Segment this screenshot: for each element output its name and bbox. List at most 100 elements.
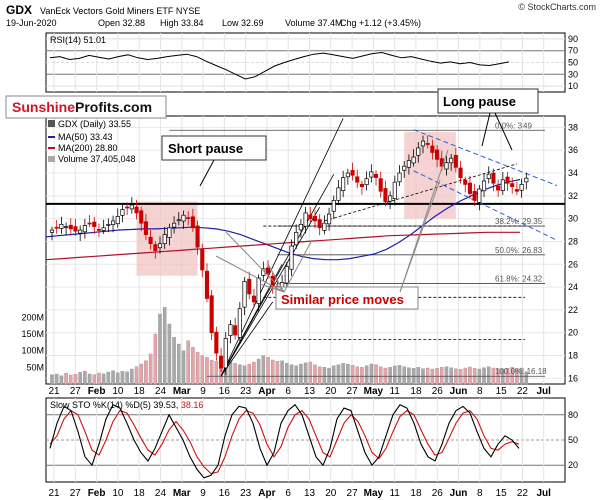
candle-body — [223, 338, 228, 369]
candle-body — [463, 179, 468, 185]
candle-body — [87, 222, 92, 225]
candle-body — [298, 223, 303, 231]
candle-body — [477, 188, 482, 203]
volume-bar — [92, 374, 97, 385]
candle-body — [486, 173, 491, 179]
x-tick-label: 26 — [432, 488, 444, 499]
x-tick-label: 27 — [70, 386, 82, 397]
candle-body — [186, 217, 191, 219]
candle-body — [449, 157, 454, 164]
volume-bar — [341, 363, 345, 385]
x-tick-label: 23 — [240, 488, 252, 499]
volume-bar — [303, 362, 308, 385]
x-tick-label: 10 — [112, 488, 124, 499]
channel-upper — [413, 129, 558, 187]
candle-body — [491, 172, 496, 184]
price-tick-label: 18 — [568, 350, 578, 360]
volume-bar — [252, 361, 256, 385]
candle-body — [341, 177, 346, 192]
candle-body — [172, 222, 177, 228]
volume-bar — [209, 359, 214, 385]
candle-body — [148, 236, 153, 245]
volume-bar — [256, 358, 261, 385]
volume-bar — [162, 307, 167, 385]
volume-bar — [144, 360, 148, 385]
fib-label: 0.0%: 3 — [495, 121, 523, 130]
volume-bar — [393, 365, 397, 385]
volume-bar — [167, 323, 172, 385]
candle-body — [176, 219, 181, 222]
price-tick-label: 24 — [568, 282, 578, 292]
long-pause-callout — [437, 88, 539, 114]
volume-bar — [510, 367, 514, 385]
candle-body — [125, 206, 130, 209]
stoch-tick-label: 80 — [568, 410, 578, 420]
candle-body — [364, 178, 369, 186]
candle-body — [157, 243, 163, 249]
candle-body — [336, 187, 341, 201]
volume-bar — [378, 366, 383, 385]
candle-body — [247, 278, 252, 295]
candle-body — [514, 189, 519, 192]
x-tick-label: 26 — [432, 386, 444, 397]
x-tick-label: 11 — [389, 488, 400, 499]
candle-body — [444, 162, 449, 170]
volume-bar — [50, 374, 54, 385]
price-legend-ma200: MA(200) 28.80 — [58, 143, 118, 153]
volume-bar — [158, 313, 162, 385]
candle-body — [256, 277, 261, 304]
trend-dashed — [324, 163, 518, 222]
volume-bar — [54, 373, 59, 385]
rsi-tick-label: 30 — [568, 69, 578, 79]
volume-tick-label: 100M — [21, 346, 44, 356]
volume-bar — [346, 363, 350, 385]
candle-body — [219, 355, 224, 369]
candle-body — [190, 216, 195, 229]
volume-bar — [332, 365, 336, 385]
volume-bar — [355, 366, 359, 385]
candle-body — [378, 178, 383, 192]
price-legend-volume: Volume 37,405,048 — [58, 154, 136, 164]
fib-label: 50.0%: 26.83 — [495, 246, 543, 255]
x-tick-label: 9 — [200, 488, 206, 499]
rsi-tick-label: 70 — [568, 46, 578, 56]
x-tick-label: 23 — [240, 386, 252, 397]
x-tick-label: 18 — [410, 386, 422, 397]
similar-moves-label: Similar price moves — [281, 292, 404, 307]
candle-body — [369, 171, 374, 178]
volume-bar — [130, 368, 134, 385]
candle-body — [162, 234, 167, 244]
volume-bar — [289, 364, 294, 385]
x-tick-label: 24 — [155, 488, 167, 499]
candle-body — [524, 177, 529, 183]
price-tick-label: 20 — [568, 328, 578, 338]
x-tick-label: 27 — [70, 488, 82, 499]
x-tick-label: 8 — [477, 488, 483, 499]
header-symbol: GDX — [6, 3, 32, 17]
volume-bar — [186, 340, 190, 385]
price-tick-label: 32 — [568, 191, 578, 201]
volume-bar — [482, 367, 486, 385]
rsi-line — [49, 51, 510, 80]
rsi-legend: RSI(14) 51.01 — [50, 35, 106, 45]
candle-body — [265, 267, 271, 274]
candle-body — [303, 212, 308, 227]
short-pause-box — [136, 201, 198, 276]
candle-body — [345, 172, 350, 178]
short-pause-label: Short pause — [168, 141, 243, 156]
price-tick-label: 28 — [568, 236, 578, 246]
volume-bar — [78, 372, 82, 385]
x-tick-label: 16 — [219, 386, 231, 397]
candle-body — [120, 209, 125, 216]
candle-body — [284, 266, 289, 284]
volume-bar — [402, 366, 406, 385]
candle-body — [322, 222, 327, 231]
fan-line — [220, 301, 274, 377]
candle-body — [481, 180, 487, 192]
price-tick-label: 34 — [568, 168, 578, 178]
legend-marker — [48, 120, 55, 127]
candle-body — [251, 295, 256, 303]
legend-volume-swatch — [48, 156, 55, 162]
long-pause-pointer-2 — [494, 112, 513, 151]
